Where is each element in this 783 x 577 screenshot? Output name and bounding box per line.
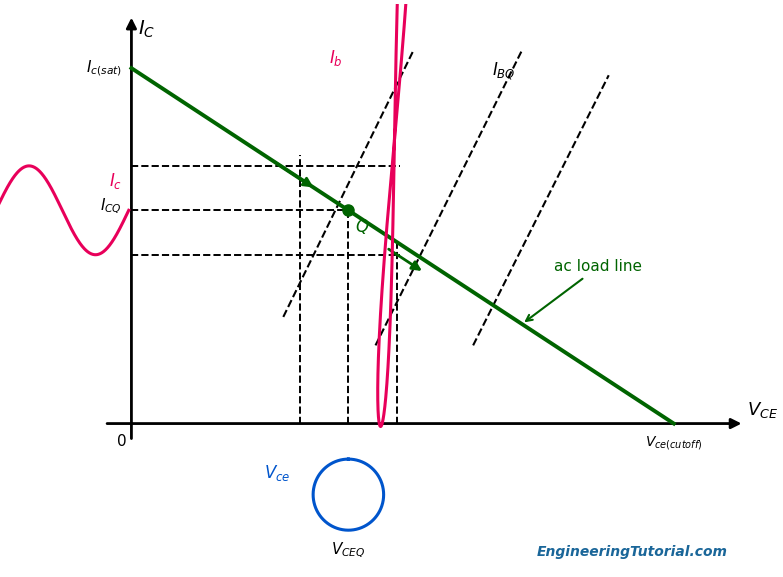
Text: EngineeringTutorial.com: EngineeringTutorial.com	[537, 545, 728, 559]
Text: $I_{CQ}$: $I_{CQ}$	[99, 197, 121, 216]
Text: $I_c$: $I_c$	[109, 171, 121, 191]
Text: $V_{CE}$: $V_{CE}$	[747, 400, 778, 420]
Text: $V_{ce(cutoff)}$: $V_{ce(cutoff)}$	[645, 434, 702, 452]
Text: $I_{c(sat)}$: $I_{c(sat)}$	[85, 58, 121, 78]
Text: $V_{ce}$: $V_{ce}$	[265, 463, 290, 484]
Text: $I_b$: $I_b$	[330, 48, 343, 68]
Text: 0: 0	[117, 434, 127, 449]
Text: $I_{BQ}$: $I_{BQ}$	[492, 61, 516, 83]
Text: $Q$: $Q$	[355, 216, 370, 235]
Text: $I_C$: $I_C$	[138, 18, 155, 40]
Text: ac load line: ac load line	[526, 259, 643, 321]
Text: $V_{CEQ}$: $V_{CEQ}$	[331, 541, 366, 560]
